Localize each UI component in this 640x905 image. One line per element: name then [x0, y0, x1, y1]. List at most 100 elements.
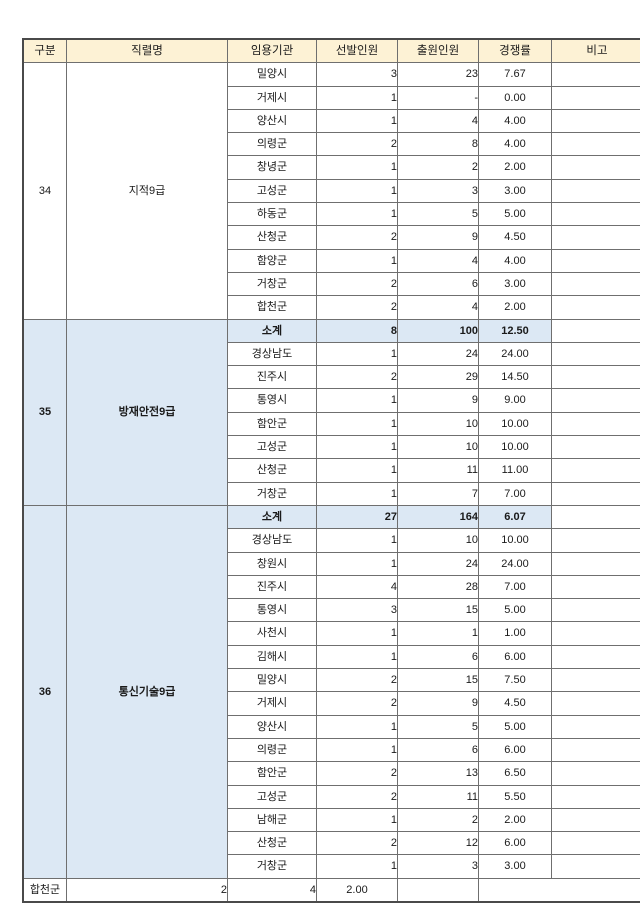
cell-gyeongjaeng: 4.50 [478, 691, 552, 716]
table-row: 경상남도 1 24 24.00 [23, 341, 640, 367]
cell-gigwan: 김해시 [227, 644, 317, 670]
cell-gigwan: 고성군 [227, 178, 317, 204]
cell-gigwan: 밀양시 [227, 62, 317, 87]
cell-gyeongjaeng: 5.00 [478, 714, 552, 739]
cell-seonbal: 1 [316, 737, 398, 763]
cell-seonbal: 1 [316, 854, 398, 879]
cell-gigwan: 의령군 [227, 132, 317, 157]
cell-seonbal: 1 [316, 155, 398, 180]
cell-chulwon: 100 [397, 318, 479, 343]
cell-chulwon: 24 [397, 341, 479, 367]
cell-gyeongjaeng: 11.00 [478, 458, 552, 483]
cell-gyeongjaeng: 7.67 [478, 62, 552, 87]
cell-gigwan: 거창군 [227, 481, 317, 506]
cell-bigo [551, 668, 640, 693]
table-row: 의령군 2 8 4.00 [23, 132, 640, 157]
cell-chulwon: 3 [397, 178, 479, 204]
cell-chulwon: 10 [397, 435, 479, 460]
table-row: 합천군 2 4 2.00 [23, 295, 640, 320]
cell-gyeongjaeng: 14.50 [478, 365, 552, 390]
cell-chulwon: - [397, 85, 479, 110]
cell-gubun: 35 [22, 318, 67, 506]
table-header-row: 구분 직렬명 임용기관 선발인원 출원인원 경쟁률 비고 [22, 38, 640, 64]
cell-gigwan: 진주시 [227, 365, 317, 390]
cell-gigwan: 통영시 [227, 388, 317, 413]
cell-gyeongjaeng: 6.00 [478, 737, 552, 763]
table-row: 거창군 1 3 3.00 [23, 854, 640, 879]
cell-gyeongjaeng: 5.00 [478, 202, 552, 227]
cell-chulwon: 3 [397, 854, 479, 879]
cell-bigo [551, 854, 640, 879]
cell-gyeongjaeng: 6.00 [478, 644, 552, 670]
cell-gigwan: 고성군 [227, 435, 317, 460]
cell-bigo [551, 504, 640, 530]
cell-chulwon: 7 [397, 481, 479, 506]
cell-gigwan: 거제시 [227, 691, 317, 716]
cell-gyeongjaeng: 4.00 [478, 132, 552, 157]
cell-seonbal: 1 [316, 528, 398, 553]
cell-chulwon: 13 [397, 761, 479, 786]
cell-gyeongjaeng: 2.00 [478, 807, 552, 833]
cell-gigwan: 양산시 [227, 108, 317, 134]
cell-bigo [551, 644, 640, 670]
cell-gigwan: 함안군 [227, 761, 317, 786]
cell-gigwan: 산청군 [227, 458, 317, 483]
cell-bigo [551, 411, 640, 437]
cell-seonbal: 1 [316, 411, 398, 437]
cell-gigwan: 남해군 [227, 807, 317, 833]
column-header-seonbal: 선발인원 [316, 38, 398, 64]
cell-bigo [551, 341, 640, 367]
cell-subtotal-label: 소계 [227, 504, 317, 530]
cell-chulwon: 9 [397, 691, 479, 716]
cell-gyeongjaeng: 10.00 [478, 435, 552, 460]
cell-seonbal: 1 [316, 85, 398, 110]
cell-seonbal: 4 [316, 574, 398, 600]
table-row: 의령군 1 6 6.00 [23, 737, 640, 763]
cell-gigwan: 통영시 [227, 598, 317, 623]
cell-chulwon: 11 [397, 784, 479, 809]
table-header: 구분 직렬명 임용기관 선발인원 출원인원 경쟁률 비고 [22, 38, 640, 64]
table-row: 함양군 1 4 4.00 [23, 248, 640, 273]
table-row: 양산시 1 4 4.00 [23, 108, 640, 134]
cell-subtotal-label: 소계 [227, 318, 317, 343]
cell-gyeongjaeng: 3.00 [478, 271, 552, 297]
cell-gyeongjaeng: 24.00 [478, 551, 552, 576]
column-header-chulwon: 출원인원 [397, 38, 479, 64]
cell-gigwan: 사천시 [227, 621, 317, 646]
cell-gyeongjaeng: 6.00 [478, 831, 552, 856]
cell-chulwon: 1 [397, 621, 479, 646]
cell-chulwon: 4 [227, 877, 317, 903]
cell-bigo [551, 574, 640, 600]
cell-chulwon: 11 [397, 458, 479, 483]
cell-gigwan: 합천군 [22, 877, 67, 903]
cell-gubun: 34 [22, 62, 67, 320]
cell-bigo [551, 295, 640, 320]
table-row: 고성군 1 10 10.00 [23, 435, 640, 460]
cell-bigo [551, 318, 640, 343]
cell-chulwon: 24 [397, 551, 479, 576]
cell-gigwan: 거창군 [227, 271, 317, 297]
cell-seonbal: 1 [316, 458, 398, 483]
cell-gigwan: 양산시 [227, 714, 317, 739]
table-row: 사천시 1 1 1.00 [23, 621, 640, 646]
cell-gyeongjaeng: 4.50 [478, 225, 552, 250]
table-row: 진주시 4 28 7.00 [23, 574, 640, 600]
table-row: 34 지적9급 밀양시 3 23 7.67 [22, 62, 640, 320]
column-header-gubun: 구분 [22, 38, 67, 64]
cell-gyeongjaeng: 2.00 [316, 877, 398, 903]
table-row: 양산시 1 5 5.00 [23, 714, 640, 739]
cell-bigo [551, 551, 640, 576]
cell-bigo [551, 714, 640, 739]
cell-seonbal: 1 [316, 202, 398, 227]
subtotal-row: 35 방재안전9급 소계 8 100 12.50 [22, 318, 640, 506]
cell-chulwon: 4 [397, 295, 479, 320]
table-row: 진주시 2 29 14.50 [23, 365, 640, 390]
cell-bigo [551, 85, 640, 110]
cell-gigwan: 고성군 [227, 784, 317, 809]
table-row: 함안군 2 13 6.50 [23, 761, 640, 786]
cell-chulwon: 4 [397, 108, 479, 134]
cell-seonbal: 3 [316, 598, 398, 623]
cell-chulwon: 12 [397, 831, 479, 856]
column-header-bigo: 비고 [551, 38, 640, 64]
column-header-jikryeol: 직렬명 [66, 38, 228, 64]
